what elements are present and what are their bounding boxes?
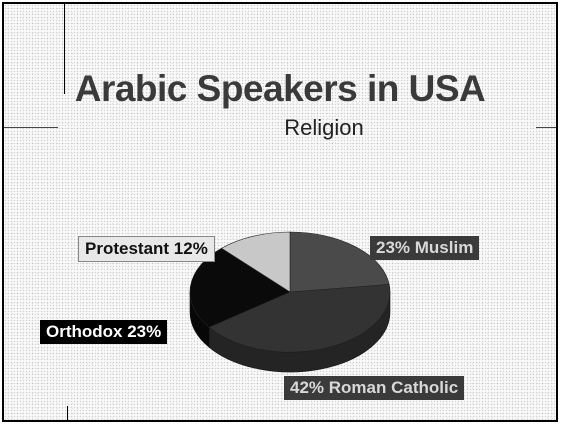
chart-subtitle: Religion: [284, 115, 364, 140]
slice-label-catholic: 42% Roman Catholic: [284, 376, 465, 400]
decorative-vertical-line: [67, 406, 68, 420]
decorative-horizontal-line: [4, 127, 58, 128]
pie-slice-muslim: [289, 231, 390, 293]
slice-label-protestant: Protestant 12%: [78, 236, 215, 262]
chart-title: Arabic Speakers in USA: [74, 68, 486, 109]
slide: Arabic Speakers in USA Religion Protesta…: [2, 2, 558, 422]
pie-slice-protestant: [220, 231, 291, 293]
slice-label-orthodox: Orthodox 23%: [40, 320, 168, 344]
pie-chart: [189, 231, 391, 373]
pie-slice-roman-catholic: [208, 284, 391, 353]
decorative-vertical-line: [64, 4, 65, 94]
decorative-horizontal-line: [536, 127, 556, 128]
slice-label-muslim: 23% Muslim: [370, 236, 480, 260]
